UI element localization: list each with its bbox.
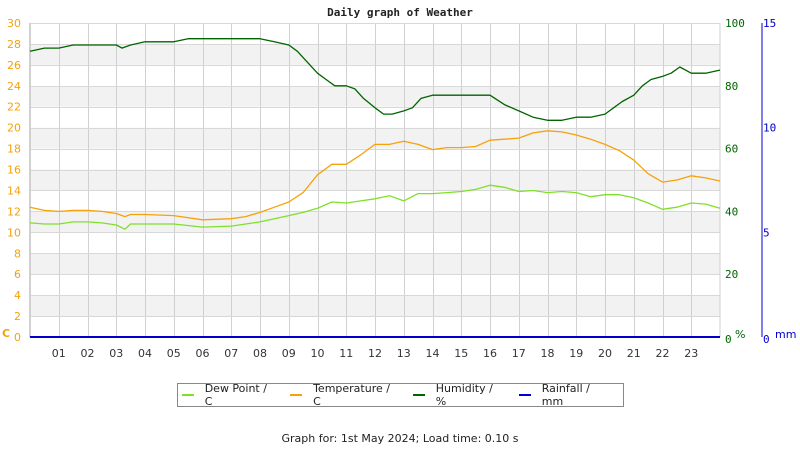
weather-chart: Daily graph of Weather 02468101214161820… bbox=[2, 6, 796, 360]
y-axis-unit-label: C bbox=[2, 327, 10, 340]
humidity-series-line bbox=[29, 38, 721, 121]
y-tick-label: 10 bbox=[7, 226, 21, 239]
x-tick-label: 03 bbox=[109, 347, 123, 360]
graph-footer: Graph for: 1st May 2024; Load time: 0.10… bbox=[281, 432, 519, 445]
chart-title: Daily graph of Weather bbox=[327, 6, 473, 19]
legend-label: Humidity / % bbox=[435, 382, 493, 408]
legend-item-dew-point: Dew Point / C bbox=[182, 382, 276, 408]
x-tick-label: 17 bbox=[512, 347, 526, 360]
y-tick-label: 16 bbox=[7, 164, 21, 177]
x-tick-label: 22 bbox=[656, 347, 670, 360]
x-tick-label: 13 bbox=[397, 347, 411, 360]
y-tick-label: 2 bbox=[14, 310, 21, 323]
humidity-swatch-icon bbox=[413, 394, 425, 396]
x-tick-label: 14 bbox=[426, 347, 440, 360]
x-tick-label: 19 bbox=[569, 347, 583, 360]
legend-label: Dew Point / C bbox=[204, 382, 267, 408]
x-tick-label: 18 bbox=[541, 347, 555, 360]
y-tick-label: 5 bbox=[763, 226, 770, 239]
y-tick-label: 20 bbox=[725, 268, 738, 281]
x-tick-label: 10 bbox=[311, 347, 325, 360]
y-tick-label: 40 bbox=[725, 205, 738, 218]
y-tick-label: 18 bbox=[7, 143, 21, 156]
x-tick-label: 20 bbox=[598, 347, 612, 360]
data-series bbox=[29, 38, 721, 338]
y-tick-label: 10 bbox=[763, 122, 776, 135]
y-tick-label: 6 bbox=[14, 268, 21, 281]
humidity-unit-label: % bbox=[735, 328, 745, 341]
y-tick-label: 0 bbox=[763, 333, 770, 346]
legend-item-humidity: Humidity / % bbox=[413, 382, 505, 408]
x-tick-label: 16 bbox=[483, 347, 497, 360]
x-tick-label: 05 bbox=[167, 347, 181, 360]
y-tick-label: 4 bbox=[14, 289, 21, 302]
rainfall-unit-label: mm bbox=[775, 328, 796, 341]
y-tick-label: 15 bbox=[763, 17, 776, 30]
legend-item-temperature: Temperature / C bbox=[290, 382, 399, 408]
dew-point-swatch-icon bbox=[182, 394, 194, 396]
dew-series-line bbox=[29, 184, 721, 230]
x-tick-label: 07 bbox=[224, 347, 238, 360]
y-tick-label: 0 bbox=[14, 331, 21, 344]
y-tick-label: 14 bbox=[7, 184, 21, 197]
x-tick-label: 15 bbox=[454, 347, 468, 360]
x-tick-label: 23 bbox=[684, 347, 698, 360]
y-tick-label: 12 bbox=[7, 205, 21, 218]
legend-label: Rainfall / mm bbox=[541, 382, 590, 408]
x-tick-label: 08 bbox=[253, 347, 267, 360]
rainfall-swatch-icon bbox=[519, 394, 531, 396]
y-axis-right-rainfall: 0 5 10 15 mm bbox=[763, 17, 796, 346]
y-tick-label: 24 bbox=[7, 80, 21, 93]
y-tick-label: 100 bbox=[725, 17, 745, 30]
legend-label: Temperature / C bbox=[313, 382, 390, 408]
y-tick-label: 28 bbox=[7, 38, 21, 51]
legend-item-rainfall: Rainfall / mm bbox=[519, 382, 613, 408]
y-tick-label: 30 bbox=[7, 17, 21, 30]
y-tick-label: 80 bbox=[725, 80, 738, 93]
x-tick-label: 11 bbox=[339, 347, 353, 360]
y-tick-label: 60 bbox=[725, 143, 738, 156]
x-tick-label: 02 bbox=[81, 347, 95, 360]
x-tick-label: 06 bbox=[196, 347, 210, 360]
x-tick-label: 01 bbox=[52, 347, 66, 360]
x-axis-hours: 01 02 03 04 05 06 07 08 09 10 11 12 13 14 15 16 17 18 19 20… bbox=[52, 347, 699, 360]
temperature-series-line bbox=[29, 130, 721, 221]
y-tick-label: 22 bbox=[7, 101, 21, 114]
x-tick-label: 04 bbox=[138, 347, 152, 360]
x-tick-label: 21 bbox=[627, 347, 641, 360]
y-tick-label: 0 bbox=[725, 333, 732, 346]
x-tick-label: 12 bbox=[368, 347, 382, 360]
y-axis-right-humidity: 0 20 40 60 80 100% bbox=[725, 17, 745, 346]
y-tick-label: 26 bbox=[7, 59, 21, 72]
y-tick-label: 8 bbox=[14, 247, 21, 260]
temperature-swatch-icon bbox=[290, 394, 303, 396]
chart-legend: Dew Point / C Temperature / C Humidity /… bbox=[177, 382, 624, 408]
vertical-gridlines bbox=[59, 23, 692, 337]
x-tick-label: 09 bbox=[282, 347, 296, 360]
y-tick-label: 20 bbox=[7, 122, 21, 135]
